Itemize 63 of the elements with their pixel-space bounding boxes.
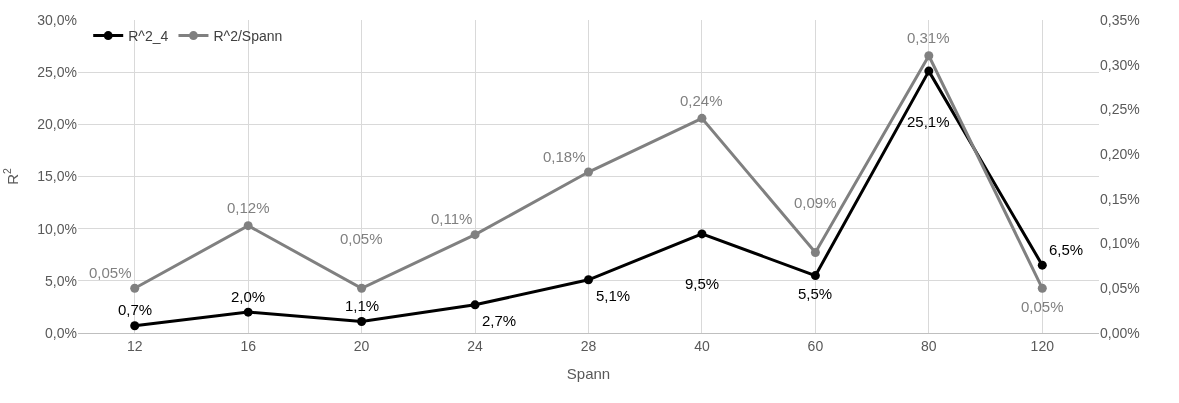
data-label: 0,24% xyxy=(680,92,723,109)
data-label: 0,05% xyxy=(89,264,132,281)
point xyxy=(243,307,253,317)
point xyxy=(130,321,140,331)
point xyxy=(357,283,367,293)
data-label: 2,7% xyxy=(482,312,517,329)
y-tick-label: 15,0% xyxy=(37,168,77,185)
y-tick-label: 10,0% xyxy=(37,220,77,237)
data-label: 9,5% xyxy=(685,275,720,292)
y2-tick-label: 0,20% xyxy=(1100,146,1140,163)
point xyxy=(697,113,707,123)
x-tick-label: 80 xyxy=(921,337,937,354)
y-tick-label: 30,0% xyxy=(37,11,77,28)
y-tick-label: 5,0% xyxy=(45,272,77,289)
point xyxy=(243,221,253,231)
data-label: 25,1% xyxy=(907,113,950,130)
y2-tick-label: 0,10% xyxy=(1100,235,1140,252)
point xyxy=(810,271,820,281)
data-label: 5,1% xyxy=(596,287,631,304)
x-tick-label: 60 xyxy=(807,337,824,354)
point xyxy=(584,167,593,177)
point xyxy=(1037,283,1047,293)
legend-label: R^2/Spann xyxy=(213,28,283,45)
data-label: 0,18% xyxy=(543,148,586,165)
y-tick-label: 20,0% xyxy=(37,116,77,133)
data-label: 0,7% xyxy=(118,301,153,318)
data-label: 0,12% xyxy=(227,199,270,216)
data-label: 0,05% xyxy=(340,230,383,247)
point xyxy=(130,283,140,293)
point xyxy=(810,248,820,258)
data-label: 0,05% xyxy=(1021,298,1064,315)
y-tick-label: 0,0% xyxy=(45,324,77,341)
point xyxy=(470,230,480,240)
data-label: 1,1% xyxy=(345,297,380,314)
x-tick-label: 40 xyxy=(694,337,710,354)
x-tick-label: 16 xyxy=(240,337,257,354)
y2-tick-label: 0,05% xyxy=(1100,280,1140,297)
x-axis-title: Spann xyxy=(566,364,611,382)
x-tick-label: 12 xyxy=(126,337,143,354)
y2-tick-label: 0,25% xyxy=(1100,101,1140,118)
y2-tick-label: 0,30% xyxy=(1100,56,1140,73)
point xyxy=(357,317,367,327)
data-label: 6,5% xyxy=(1049,241,1084,258)
legend-label: R^2_4 xyxy=(128,28,169,45)
y2-tick-label: 0,15% xyxy=(1100,190,1140,207)
point xyxy=(697,229,707,239)
x-tick-label: 20 xyxy=(353,337,370,354)
y-tick-label: 25,0% xyxy=(37,64,77,81)
data-label: 0,09% xyxy=(794,194,837,211)
data-label: 0,11% xyxy=(431,210,473,227)
point xyxy=(470,300,480,310)
point xyxy=(924,51,934,61)
point xyxy=(1037,260,1047,270)
y2-tick-label: 0,00% xyxy=(1100,324,1140,341)
data-label: 2,0% xyxy=(231,288,266,305)
x-tick-label: 28 xyxy=(580,337,597,354)
x-tick-label: 24 xyxy=(467,337,484,354)
data-label: 0,31% xyxy=(907,29,950,46)
x-tick-label: 120 xyxy=(1030,337,1055,354)
y2-tick-label: 0,35% xyxy=(1100,11,1140,28)
point xyxy=(584,275,593,285)
data-label: 5,5% xyxy=(798,285,833,302)
point xyxy=(924,66,934,76)
